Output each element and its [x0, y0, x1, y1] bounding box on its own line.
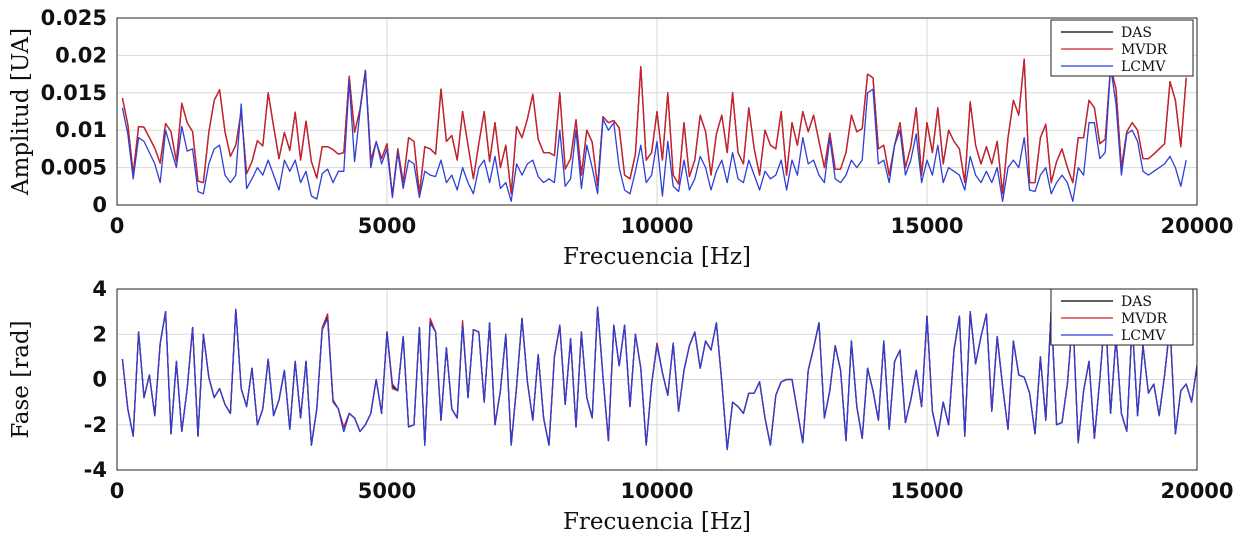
- legend-label-mvdr: MVDR: [1121, 311, 1168, 327]
- phase-panel: 0 5000 10000 15000 20000 -4 -2 0 2 4 Frecuencia [H…: [8, 277, 1234, 535]
- y-tick-label: 0.015: [41, 81, 107, 105]
- legend-label-lcmv: LCMV: [1121, 328, 1166, 344]
- x-tick-label: 15000: [890, 479, 963, 503]
- x-tick-label: 20000: [1160, 479, 1233, 503]
- x-tick-label: 5000: [358, 214, 416, 238]
- y-tick-label: 0.01: [55, 118, 107, 142]
- x-tick-label: 15000: [890, 214, 963, 238]
- x-axis-label: Frecuencia [Hz]: [563, 244, 751, 270]
- legend-label-mvdr: MVDR: [1121, 42, 1168, 58]
- y-tick-label: -2: [84, 413, 107, 437]
- y-tick-label: 4: [92, 277, 107, 301]
- x-axis-label: Frecuencia [Hz]: [563, 509, 751, 535]
- y-tick-label: 0: [92, 368, 107, 392]
- legend-label-das: DAS: [1121, 25, 1152, 41]
- x-tick-label: 10000: [620, 214, 693, 238]
- y-tick-label: 2: [92, 322, 107, 346]
- x-tick-label: 0: [110, 479, 125, 503]
- y-tick-label: 0.025: [41, 6, 107, 30]
- x-tick-label: 5000: [358, 479, 416, 503]
- amplitude-panel: 0 5000 10000 15000 20000 0 0.005 0.01 0.015 0.02 0…: [8, 6, 1234, 270]
- y-axis-label: Fase [rad]: [8, 320, 34, 438]
- series-line-mvdr: [121, 58, 1187, 197]
- legend-box: [1050, 288, 1194, 346]
- legend-label-das: DAS: [1121, 294, 1152, 310]
- y-tick-label: 0: [92, 193, 107, 217]
- x-tick-label: 0: [110, 214, 125, 238]
- legend-box: [1050, 19, 1194, 77]
- series-line-lcmv: [121, 65, 1187, 202]
- plot-frame: [116, 17, 1198, 206]
- plot-frame: [116, 288, 1198, 471]
- y-tick-label: -4: [84, 458, 107, 482]
- x-tick-label: 20000: [1160, 214, 1233, 238]
- y-tick-label: 0.005: [41, 156, 107, 180]
- series-line-lcmv: [121, 306, 1197, 451]
- y-tick-label: 0.02: [55, 43, 107, 67]
- legend-label-lcmv: LCMV: [1121, 59, 1166, 75]
- x-tick-label: 10000: [620, 479, 693, 503]
- y-axis-label: Amplitud [UA]: [8, 28, 34, 196]
